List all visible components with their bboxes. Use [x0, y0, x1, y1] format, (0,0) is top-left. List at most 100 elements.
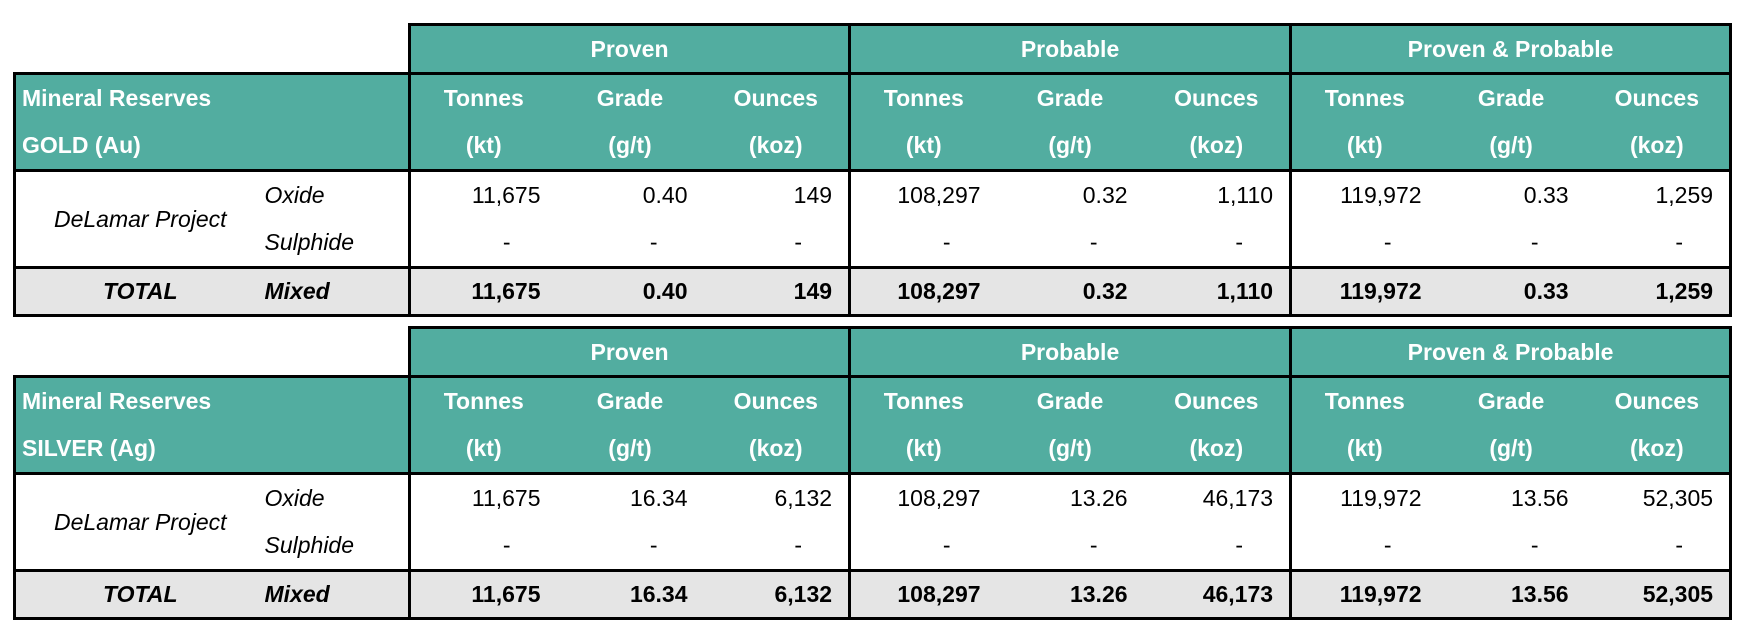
col-header-ounces: Ounces (koz) [1143, 72, 1293, 172]
cell-value: - [1584, 522, 1733, 571]
cell-value: - [703, 219, 852, 268]
total-value: 108,297 [849, 266, 997, 317]
col-name: Ounces [733, 85, 818, 111]
col-header-grade: Grade (g/t) [996, 375, 1144, 475]
cell-value: 0.40 [556, 170, 704, 219]
group-header-proven: Proven [407, 23, 852, 75]
col-unit: (koz) [1189, 132, 1244, 158]
total-value: 0.32 [996, 266, 1144, 317]
table-row-sulphide: Sulphide - - - - - - - - - [15, 219, 1733, 268]
cell-value: 119,972 [1290, 473, 1438, 522]
total-value: 0.40 [556, 266, 704, 317]
col-header-ounces: Ounces (koz) [703, 375, 852, 475]
cell-value: 1,110 [1143, 170, 1293, 219]
cell-value: 46,173 [1143, 473, 1293, 522]
cell-value: 119,972 [1290, 170, 1438, 219]
col-unit: (g/t) [1489, 132, 1533, 158]
total-value: 46,173 [1143, 569, 1293, 620]
total-value: 11,675 [409, 266, 557, 317]
total-value: 1,110 [1143, 266, 1293, 317]
metal-header-metal: GOLD (Au) [22, 132, 141, 158]
group-header-proven: Proven [407, 326, 852, 378]
group-header-probable: Probable [848, 326, 1293, 378]
col-header-grade: Grade (g/t) [1437, 375, 1585, 475]
col-unit: (koz) [1629, 132, 1684, 158]
cell-value: - [1437, 522, 1585, 571]
cell-value: - [556, 522, 704, 571]
col-header-tonnes: Tonnes (kt) [1290, 375, 1438, 475]
gold-reserves-table: Proven Probable Proven & Probable Minera… [13, 23, 1733, 317]
metal-header-metal: SILVER (Ag) [22, 435, 156, 461]
cell-value: 13.26 [996, 473, 1144, 522]
col-name: Grade [1036, 85, 1104, 111]
col-header-ounces: Ounces (koz) [1143, 375, 1293, 475]
cell-value: - [1143, 219, 1293, 268]
cell-value: - [1584, 219, 1733, 268]
metal-header-title: Mineral Reserves [22, 85, 212, 111]
table-row-total: TOTAL Mixed 11,675 0.40 149 108,297 0.32… [13, 266, 1733, 317]
col-unit: (kt) [905, 435, 942, 461]
cell-value: 0.32 [996, 170, 1144, 219]
col-unit: (g/t) [1048, 132, 1092, 158]
ore-type: Sulphide [264, 219, 411, 268]
col-header-tonnes: Tonnes (kt) [1290, 72, 1438, 172]
ore-type: Oxide [264, 473, 411, 522]
col-unit: (kt) [465, 435, 502, 461]
cell-value: - [409, 219, 557, 268]
cell-value: - [849, 219, 997, 268]
project-name: DeLamar Project [13, 170, 265, 268]
ore-type: Sulphide [264, 522, 411, 571]
col-header-grade: Grade (g/t) [996, 72, 1144, 172]
col-name: Ounces [1614, 388, 1699, 414]
col-header-tonnes: Tonnes (kt) [408, 375, 557, 475]
col-name: Ounces [1174, 388, 1259, 414]
col-unit: (g/t) [1048, 435, 1092, 461]
table-row-oxide: DeLamar Project Oxide 11,675 0.40 149 10… [13, 170, 1733, 268]
col-name: Tonnes [1324, 85, 1405, 111]
col-name: Tonnes [1324, 388, 1405, 414]
col-name: Grade [1477, 85, 1545, 111]
cell-value: - [409, 522, 557, 571]
col-header-ounces: Ounces (koz) [1584, 72, 1733, 172]
col-name: Grade [1477, 388, 1545, 414]
col-header-tonnes: Tonnes (kt) [849, 375, 997, 475]
col-unit: (g/t) [1489, 435, 1533, 461]
col-header-ounces: Ounces (koz) [1584, 375, 1733, 475]
col-unit: (kt) [1346, 435, 1383, 461]
col-name: Grade [1036, 388, 1104, 414]
col-unit: (koz) [1629, 435, 1684, 461]
cell-value: - [1290, 522, 1438, 571]
cell-value: 149 [703, 170, 852, 219]
table-row-sulphide: Sulphide - - - - - - - - - [15, 522, 1733, 571]
metal-header-title: Mineral Reserves [22, 388, 212, 414]
group-header-probable: Probable [848, 23, 1293, 75]
col-unit: (kt) [1346, 132, 1383, 158]
cell-value: 108,297 [849, 473, 997, 522]
total-value: 16.34 [556, 569, 704, 620]
group-header-proven-probable: Proven & Probable [1289, 326, 1733, 378]
col-name: Ounces [1614, 85, 1699, 111]
col-header-tonnes: Tonnes (kt) [408, 72, 557, 172]
cell-value: 1,259 [1584, 170, 1733, 219]
cell-value: 13.56 [1437, 473, 1585, 522]
col-name: Ounces [733, 388, 818, 414]
col-name: Tonnes [883, 388, 964, 414]
total-value: 119,972 [1290, 569, 1438, 620]
cell-value: - [556, 219, 704, 268]
metal-header: Mineral Reserves GOLD (Au) [13, 72, 410, 172]
col-unit: (kt) [465, 132, 502, 158]
cell-value: - [996, 522, 1144, 571]
blank-corner [14, 327, 410, 377]
col-unit: (g/t) [608, 435, 652, 461]
col-unit: (kt) [905, 132, 942, 158]
total-value: 11,675 [409, 569, 557, 620]
col-name: Tonnes [443, 85, 524, 111]
cell-value: 16.34 [556, 473, 704, 522]
cell-value: - [1437, 219, 1585, 268]
total-label: TOTAL [13, 266, 265, 317]
blank-corner [14, 24, 410, 74]
col-header-ounces: Ounces (koz) [703, 72, 852, 172]
col-unit: (koz) [748, 435, 803, 461]
cell-value: - [1143, 522, 1293, 571]
col-name: Ounces [1174, 85, 1259, 111]
